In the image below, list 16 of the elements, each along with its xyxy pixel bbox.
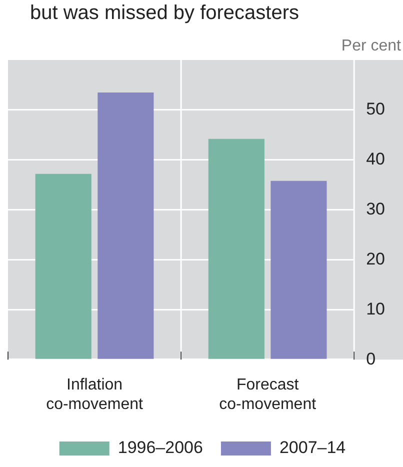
y-tick-label: 40 — [366, 150, 386, 169]
bar — [98, 92, 154, 359]
y-axis-title: Per cent — [341, 37, 402, 54]
legend-label: 1996–2006 — [118, 438, 203, 458]
bar — [35, 174, 92, 359]
legend-label: 2007–14 — [279, 438, 346, 458]
y-tick-label: 20 — [366, 249, 386, 268]
y-tick-label: 30 — [366, 199, 386, 218]
x-tick-label: Forecast co-movement — [219, 376, 317, 413]
y-tick-label: 0 — [366, 349, 376, 368]
bar — [208, 138, 264, 359]
chart-title: but was missed by forecasters — [30, 2, 299, 25]
y-tick-label: 10 — [366, 299, 386, 318]
y-tick-label: 50 — [366, 100, 386, 119]
bar — [270, 180, 327, 359]
x-tick-label: Inflation co-movement — [46, 376, 144, 413]
